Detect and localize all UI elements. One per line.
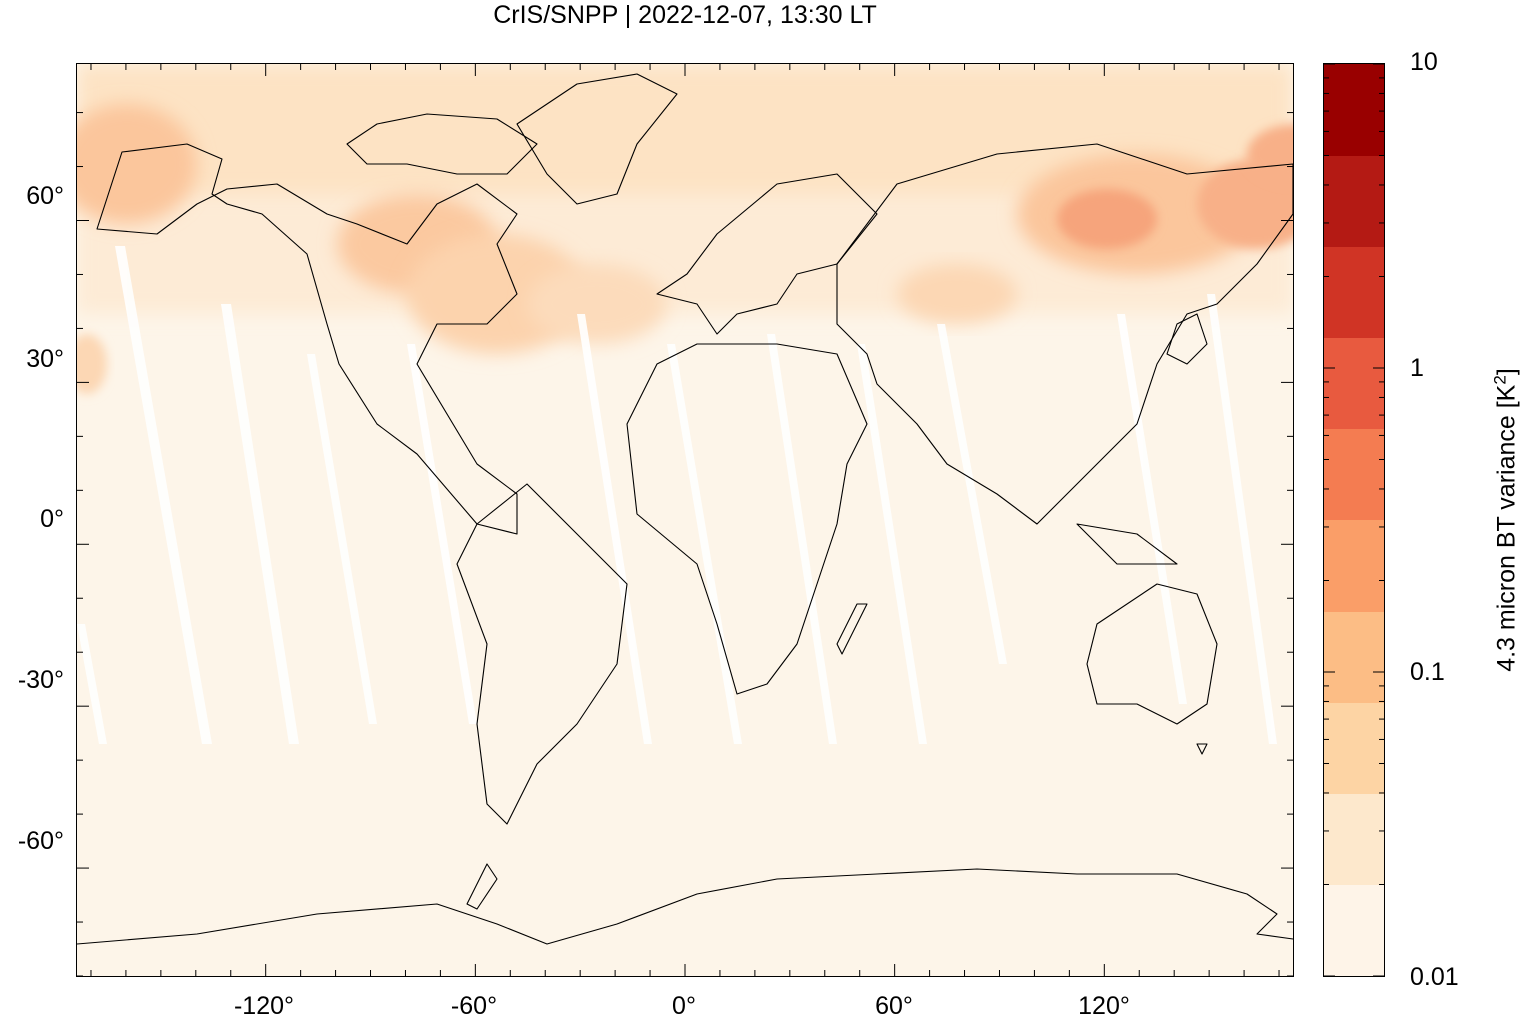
x-tick-marks bbox=[90, 64, 1280, 976]
colorbar-label: 0.1 bbox=[1410, 658, 1445, 686]
colorbar-segment bbox=[1324, 337, 1384, 430]
orbit-gaps bbox=[77, 246, 1277, 744]
colorbar-segment bbox=[1324, 884, 1384, 977]
y-tick-label: -60° bbox=[17, 827, 64, 855]
y-tick-label: 30° bbox=[26, 345, 64, 373]
x-tick-label: 120° bbox=[1078, 992, 1130, 1020]
colorbar-label: 0.01 bbox=[1410, 963, 1459, 991]
colorbar-label: 10 bbox=[1410, 48, 1438, 76]
x-tick-label: -120° bbox=[233, 992, 295, 1020]
colorbar-label: 1 bbox=[1410, 354, 1424, 382]
colorbar-title-end: ] bbox=[1492, 368, 1521, 376]
colorbar-segment bbox=[1324, 155, 1384, 247]
variance-field bbox=[77, 64, 1293, 394]
chart-title: CrIS/SNPP | 2022-12-07, 13:30 LT bbox=[493, 1, 877, 29]
y-tick-label: 60° bbox=[26, 182, 64, 210]
y-tick-label: -30° bbox=[17, 666, 64, 694]
coastlines bbox=[77, 73, 1293, 945]
colorbar-ticks bbox=[1323, 63, 1385, 977]
colorbar-segment bbox=[1324, 793, 1384, 886]
x-tick-label: 60° bbox=[875, 992, 913, 1020]
x-tick-label: 0° bbox=[672, 992, 696, 1020]
colorbar-segment bbox=[1324, 64, 1384, 156]
colorbar-title: 4.3 micron BT variance [K2] bbox=[1490, 368, 1521, 672]
colorbar-title-text: 4.3 micron BT variance [K bbox=[1492, 384, 1521, 672]
colorbar bbox=[1323, 63, 1385, 977]
colorbar-title-superscript: 2 bbox=[1490, 375, 1510, 385]
map-panel bbox=[76, 63, 1294, 977]
colorbar-segment bbox=[1324, 520, 1384, 612]
colorbar-segment bbox=[1324, 428, 1384, 521]
colorbar-segment bbox=[1324, 702, 1384, 795]
colorbar-segment bbox=[1324, 611, 1384, 703]
y-tick-marks bbox=[77, 112, 1293, 976]
x-tick-label: -60° bbox=[450, 992, 498, 1020]
world-map bbox=[77, 64, 1293, 976]
y-tick-label: 0° bbox=[40, 505, 64, 533]
colorbar-segment bbox=[1324, 246, 1384, 339]
